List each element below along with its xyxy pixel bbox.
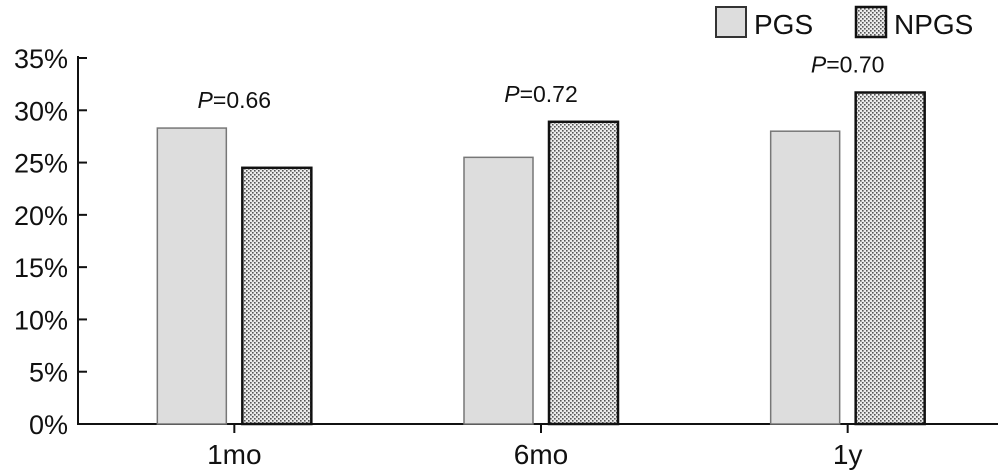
bar-pgs-1mo [156,127,228,425]
bar-npgs-1y [854,91,926,426]
y-tick-label: 35% [14,44,68,74]
y-tick-label: 15% [14,253,68,283]
y-tick-label: 20% [14,201,68,231]
p-value-label: P=0.72 [504,81,578,107]
legend-label: PGS [754,9,813,40]
legend-item-npgs: NPGS [854,5,973,40]
p-value-label: P=0.66 [198,87,272,113]
legend-label: NPGS [894,9,973,40]
y-tick-label: 5% [29,358,68,388]
annotations: P=0.66 P=0.72 P=0.70 [198,52,885,114]
y-tick-label: 25% [14,149,68,179]
bar-pgs-6mo [463,156,534,425]
y-tick-label: 0% [29,410,68,440]
legend-item-pgs: PGS [715,6,813,40]
legend-swatch [854,5,888,39]
x-tick-label: 1y [833,439,863,470]
bar-npgs-6mo [547,120,620,426]
legend-swatch [715,6,747,38]
y-tick-label: 10% [14,305,68,335]
legend: PGS NPGS [715,5,973,40]
x-tick-label: 6mo [514,439,568,470]
y-tick-label: 30% [14,96,68,126]
bars [156,91,926,426]
p-value-label: P=0.70 [811,52,885,78]
bar-pgs-1y [769,130,841,425]
bar-npgs-1mo [241,166,313,426]
x-tick-label: 1mo [207,439,261,470]
axes: 0% 5% 10% 15% 20% 25% 30% 35% 1mo 6mo 1y [14,44,998,470]
